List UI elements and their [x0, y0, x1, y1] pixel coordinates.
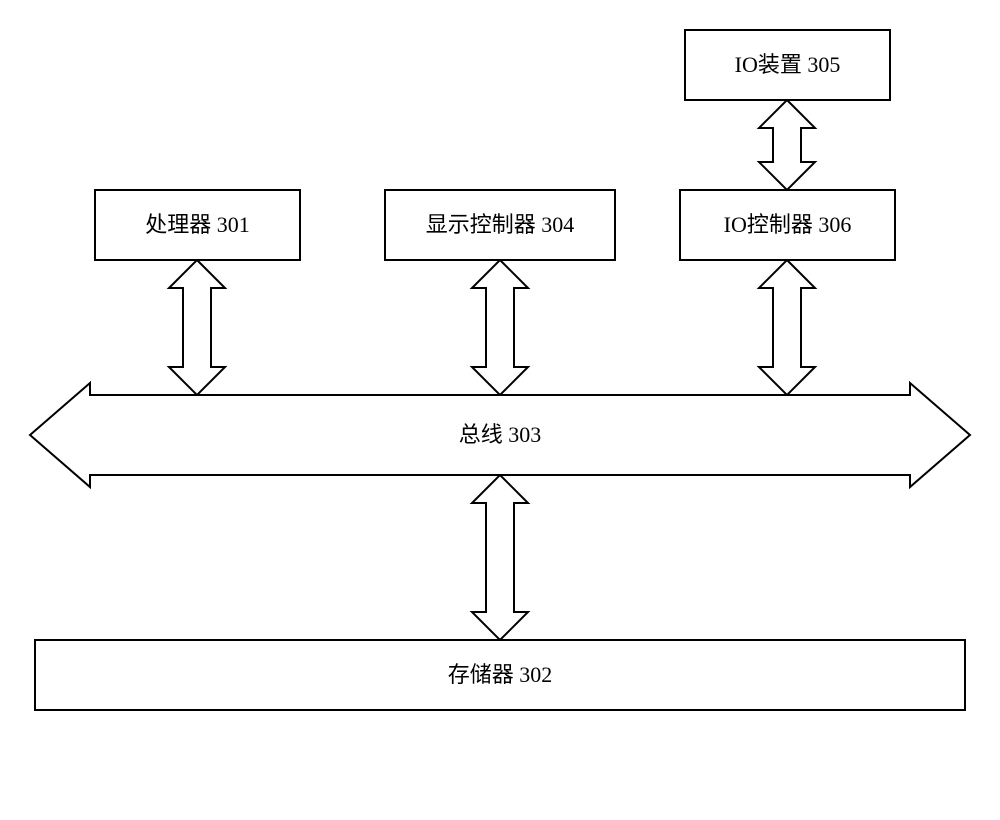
connector-io_device-io_ctl — [759, 100, 815, 190]
connector-display_ctl-bus — [472, 260, 528, 395]
connector-io_ctl-bus — [759, 260, 815, 395]
connector-processor-bus — [169, 260, 225, 395]
connector-bus-memory — [472, 475, 528, 640]
memory-node: 存储器 302 — [35, 640, 965, 710]
io-device-node-label: IO装置 305 — [735, 52, 841, 77]
io-device-node: IO装置 305 — [685, 30, 890, 100]
display-controller-node-label: 显示控制器 304 — [426, 212, 575, 237]
io-controller-node: IO控制器 306 — [680, 190, 895, 260]
processor-node-label: 处理器 301 — [145, 212, 250, 237]
io-controller-node-label: IO控制器 306 — [724, 212, 852, 237]
display-controller-node: 显示控制器 304 — [385, 190, 615, 260]
memory-node-label: 存储器 302 — [448, 662, 553, 687]
bus-node: 总线 303 — [30, 383, 970, 487]
processor-node: 处理器 301 — [95, 190, 300, 260]
bus-node-label: 总线 303 — [459, 422, 542, 447]
